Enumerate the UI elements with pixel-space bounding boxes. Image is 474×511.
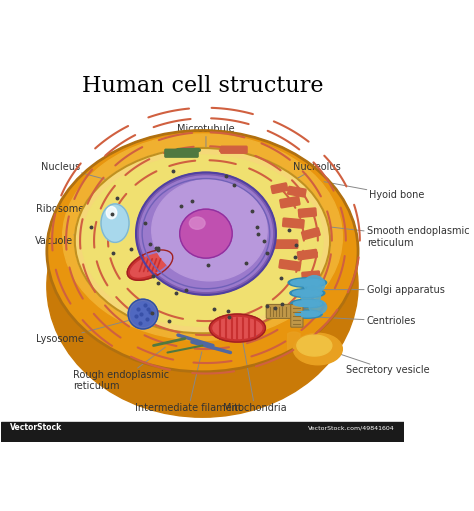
Ellipse shape — [101, 204, 129, 242]
Text: Ribosomes: Ribosomes — [36, 204, 99, 219]
Ellipse shape — [210, 314, 265, 342]
FancyBboxPatch shape — [280, 197, 300, 208]
Text: Microtubule: Microtubule — [177, 124, 235, 147]
FancyBboxPatch shape — [279, 260, 301, 271]
Ellipse shape — [309, 300, 327, 314]
Text: Rough endoplasmic
reticulum: Rough endoplasmic reticulum — [73, 347, 169, 391]
FancyBboxPatch shape — [302, 271, 320, 280]
FancyBboxPatch shape — [165, 149, 198, 157]
FancyBboxPatch shape — [271, 183, 288, 194]
Ellipse shape — [291, 279, 324, 286]
Text: Nucleolus: Nucleolus — [226, 162, 341, 218]
FancyBboxPatch shape — [298, 208, 316, 217]
Ellipse shape — [106, 206, 117, 219]
Ellipse shape — [131, 302, 155, 327]
Ellipse shape — [304, 275, 325, 293]
Ellipse shape — [189, 217, 205, 229]
Text: Centrioles: Centrioles — [296, 316, 416, 326]
Ellipse shape — [293, 300, 321, 307]
Ellipse shape — [127, 250, 173, 281]
Ellipse shape — [293, 333, 342, 365]
Ellipse shape — [291, 299, 324, 308]
FancyBboxPatch shape — [266, 305, 291, 318]
Ellipse shape — [152, 179, 267, 281]
Text: Human cell structure: Human cell structure — [82, 75, 323, 97]
Ellipse shape — [295, 311, 319, 317]
FancyBboxPatch shape — [291, 305, 303, 327]
Ellipse shape — [290, 289, 325, 297]
Ellipse shape — [131, 253, 169, 277]
Ellipse shape — [292, 310, 322, 318]
FancyBboxPatch shape — [297, 249, 317, 260]
FancyBboxPatch shape — [301, 228, 320, 240]
Text: VectorStock.com/49841604: VectorStock.com/49841604 — [308, 425, 395, 430]
Ellipse shape — [47, 130, 358, 372]
Ellipse shape — [47, 155, 358, 417]
Ellipse shape — [63, 134, 342, 340]
Ellipse shape — [292, 290, 322, 296]
Text: Hyoid bone: Hyoid bone — [324, 182, 424, 200]
Ellipse shape — [180, 209, 232, 258]
Ellipse shape — [213, 317, 262, 339]
FancyBboxPatch shape — [275, 240, 298, 248]
Text: Lysosome: Lysosome — [36, 318, 137, 343]
Text: Nucleus: Nucleus — [41, 162, 161, 195]
Text: VectorStock: VectorStock — [10, 423, 63, 432]
FancyBboxPatch shape — [221, 146, 247, 153]
Text: Golgi apparatus: Golgi apparatus — [317, 285, 445, 295]
Ellipse shape — [297, 335, 332, 356]
Ellipse shape — [136, 172, 276, 295]
Text: Smooth endoplasmic
reticulum: Smooth endoplasmic reticulum — [300, 223, 469, 248]
Text: Mitochondria: Mitochondria — [223, 334, 287, 413]
FancyBboxPatch shape — [283, 218, 304, 228]
Ellipse shape — [288, 278, 327, 287]
Ellipse shape — [128, 299, 158, 329]
Text: Intermediate filament: Intermediate filament — [135, 352, 242, 413]
Ellipse shape — [139, 176, 273, 291]
Text: Secretory vesicle: Secretory vesicle — [328, 350, 429, 375]
FancyBboxPatch shape — [288, 187, 306, 197]
Text: Vacuole: Vacuole — [35, 224, 112, 246]
Ellipse shape — [307, 284, 321, 296]
Ellipse shape — [301, 289, 320, 305]
Ellipse shape — [82, 155, 323, 327]
Bar — [1, 423, 403, 442]
Ellipse shape — [75, 148, 330, 333]
